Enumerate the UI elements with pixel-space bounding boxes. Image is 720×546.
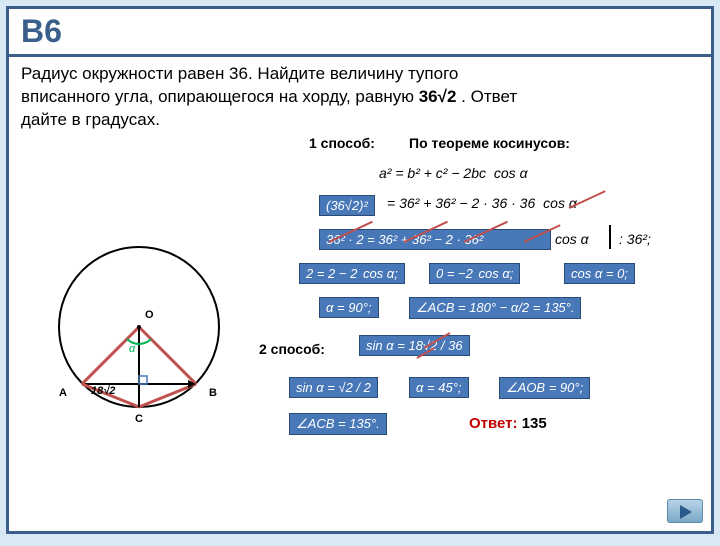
s3bcosa: cos α [479, 266, 510, 281]
s1cosa: cos α [543, 195, 577, 211]
line-bc [139, 384, 196, 407]
label-chord: 18√2 [91, 385, 115, 397]
sinexpr: sin α = 18√2 / 36 [359, 335, 470, 356]
step3c: cos α = 0; [564, 263, 635, 284]
step3a: 2 = 2 − 2 cos α; [299, 263, 405, 284]
label-o: O [145, 309, 154, 321]
s1r: = 36² + 36² − 2 · 36 · 36 [387, 195, 535, 211]
problem-line3: дайте в градусах. [21, 110, 160, 129]
problem-line2b: . Ответ [461, 87, 517, 106]
problem-line2a: вписанного угла, опирающегося на хорду, … [21, 87, 414, 106]
aob90: ∠AOB = 90°; [499, 377, 590, 399]
acbfinal: ∠ACB = 135°. [289, 413, 387, 435]
step1-left: (36√2)² [319, 195, 375, 216]
center-dot [137, 325, 141, 329]
s3acosa: cos α [363, 266, 394, 281]
answer: Ответ: 135 [469, 415, 547, 432]
coslaw-text: a² = b² + c² − 2bc [379, 165, 486, 181]
circle-diagram: O A B C α 18√2 [29, 237, 249, 462]
label-b: B [209, 387, 217, 399]
ans-lbl: Ответ: [469, 415, 518, 432]
radius-oa [82, 327, 139, 384]
method1-label: 1 способ: [309, 135, 375, 151]
alpha45: α = 45°; [409, 377, 469, 398]
div-bar [609, 225, 611, 249]
label-a: A [59, 387, 67, 399]
problem-line1: Радиус окружности равен 36. Найдите вели… [21, 64, 458, 83]
acb135: ∠ACB = 180° − α/2 = 135°. [409, 297, 581, 319]
problem-expr: 36√2 [419, 87, 457, 106]
divhint: : 36²; [619, 231, 651, 247]
label-c: C [135, 413, 143, 425]
coslaw-cosa: cos α [494, 165, 528, 181]
step2: 36² · 2 = 36² + 36² − 2 · 36² [319, 229, 551, 250]
problem-text: Радиус окружности равен 36. Найдите вели… [21, 63, 699, 132]
s3a: 2 = 2 − 2 [306, 266, 357, 281]
right-angle [139, 376, 147, 384]
ans-val: 135 [522, 415, 547, 432]
s3b: 0 = −2 [436, 266, 473, 281]
s2cosa: cos α [555, 231, 589, 247]
step3b: 0 = −2 cos α; [429, 263, 520, 284]
alpha90: α = 90°; [319, 297, 379, 318]
method1-title: По теореме косинусов: [409, 135, 570, 151]
formula-coslaw: a² = b² + c² − 2bc cos α [379, 165, 528, 181]
step1-right: = 36² + 36² − 2 · 36 · 36 cos α [387, 195, 577, 211]
method2-label: 2 способ: [259, 341, 325, 357]
slide-title: В6 [21, 13, 699, 50]
next-button[interactable] [667, 499, 703, 523]
sinval: sin α = √2 / 2 [289, 377, 378, 398]
label-alpha: α [129, 343, 135, 355]
